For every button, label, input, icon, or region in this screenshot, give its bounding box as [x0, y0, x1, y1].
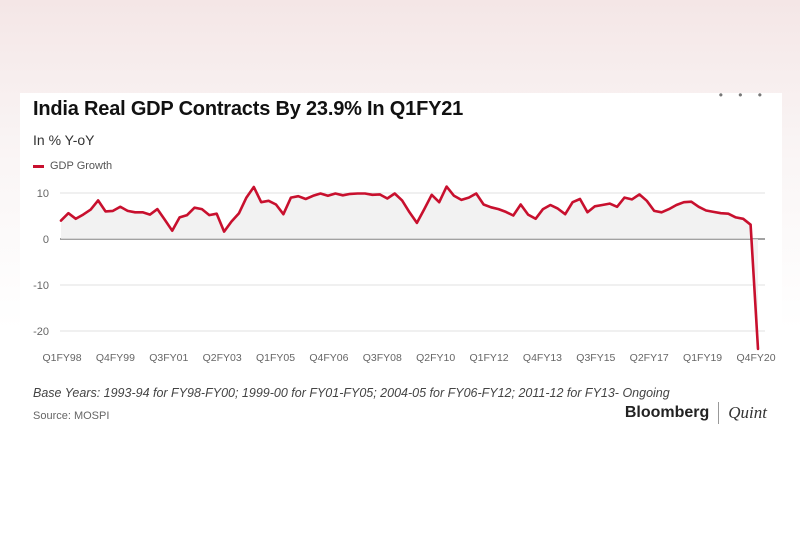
- x-tick-label: Q1FY12: [470, 352, 509, 364]
- x-tick-label: Q4FY99: [96, 352, 135, 364]
- y-tick-label: 0: [43, 234, 49, 246]
- source-text: Source: MOSPI: [33, 410, 110, 422]
- x-tick-label: Q2FY10: [416, 352, 455, 364]
- x-tick-label: Q3FY01: [149, 352, 188, 364]
- chart-title: India Real GDP Contracts By 23.9% In Q1F…: [33, 98, 464, 120]
- y-tick-label: -20: [33, 326, 49, 338]
- x-tick-label: Q2FY03: [203, 352, 242, 364]
- legend-swatch: [33, 164, 44, 168]
- brand-separator: [718, 402, 720, 424]
- chart-subtitle: In % Y-oY: [33, 132, 95, 148]
- x-tick-label: Q1FY98: [42, 352, 81, 364]
- series-line-gdp-growth: [59, 185, 760, 351]
- x-tick-label: Q3FY15: [576, 352, 615, 364]
- brand-secondary: Quint: [728, 403, 767, 422]
- ellipsis-icon[interactable]: • • •: [718, 88, 768, 102]
- legend: GDP Growth: [33, 160, 112, 172]
- x-tick-label: Q2FY17: [630, 352, 669, 364]
- x-tick-label: Q1FY19: [683, 352, 722, 364]
- brand-logo: Bloomberg Quint: [625, 402, 767, 424]
- y-tick-label: -10: [33, 280, 49, 292]
- x-tick-label: Q1FY05: [256, 352, 295, 364]
- legend-label: GDP Growth: [50, 160, 113, 172]
- chart-card: [20, 93, 782, 455]
- series-area: [61, 186, 758, 349]
- brand-primary: Bloomberg: [624, 404, 710, 421]
- x-tick-label: Q4FY06: [309, 352, 348, 364]
- x-tick-label: Q4FY13: [523, 352, 562, 364]
- base-years-note: Base Years: 1993-94 for FY98-FY00; 1999-…: [33, 386, 670, 400]
- x-tick-label: Q4FY20: [736, 352, 775, 364]
- x-tick-label: Q3FY08: [363, 352, 402, 364]
- y-tick-label: 10: [37, 188, 49, 200]
